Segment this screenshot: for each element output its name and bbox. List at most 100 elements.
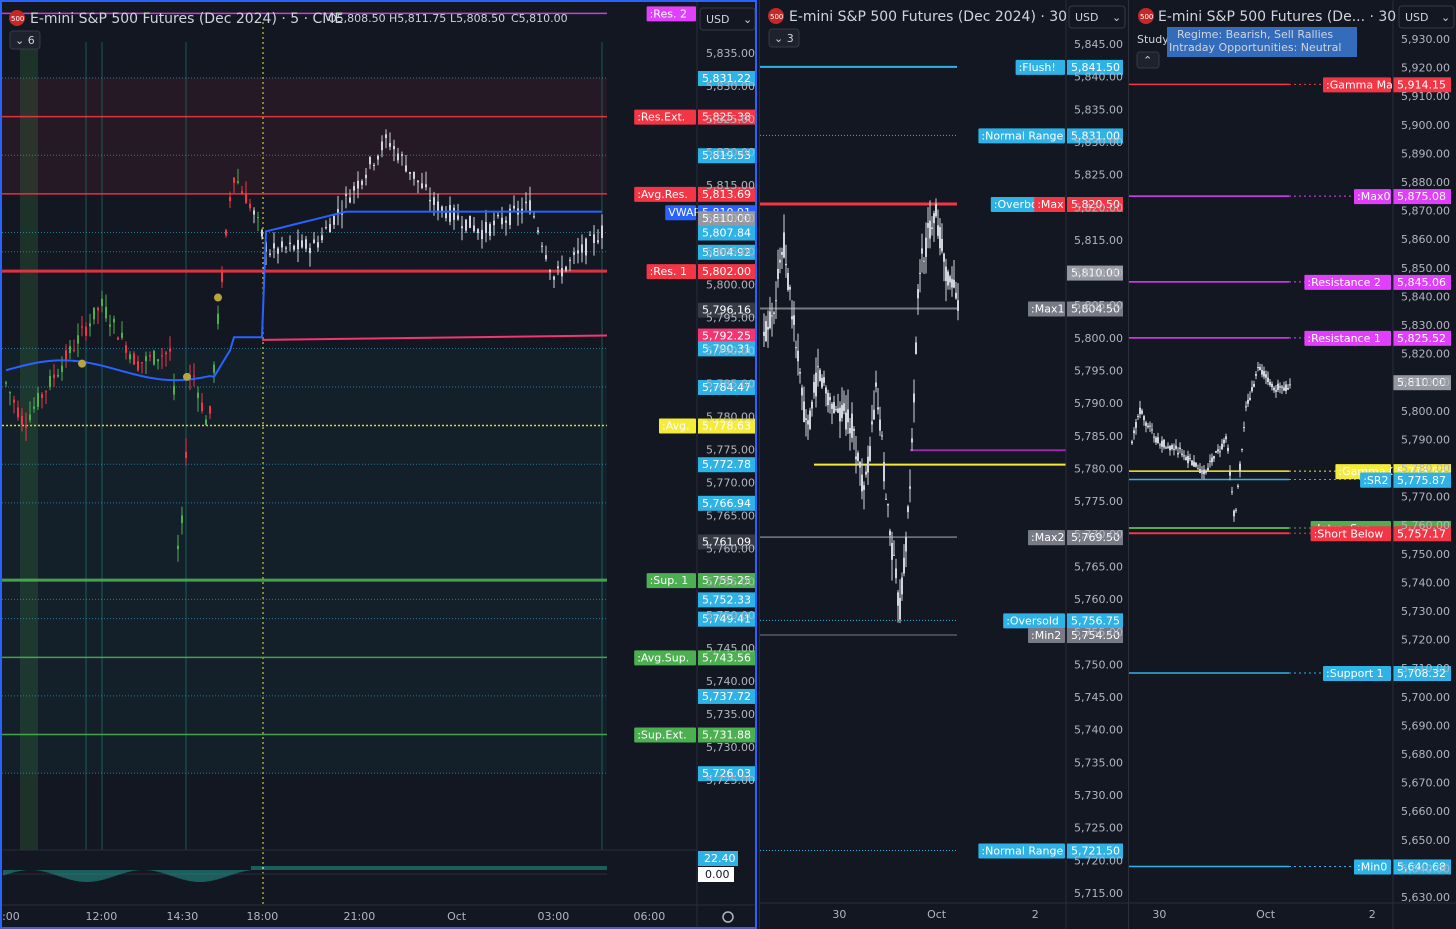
p1-chart_data.0-price-tag: 5,831.22: [702, 72, 751, 85]
p2-chart_data.1-level-label: :Oversold: [1006, 614, 1059, 627]
candle-body: [1177, 452, 1179, 455]
candle-body: [823, 377, 825, 383]
candle-body: [413, 171, 415, 179]
candle-body: [393, 146, 395, 150]
candle-body: [373, 164, 375, 166]
candle-body: [787, 272, 789, 290]
p2-chart_data.1-level-label: :Flush!: [1019, 61, 1056, 74]
candle-body: [1219, 451, 1221, 453]
study-label: Study: [1137, 33, 1169, 46]
candle-body: [775, 300, 777, 302]
chart-panel-30min-a[interactable]: :Flush! 5,841.50:Normal Range 5,831.00:Ove…: [759, 0, 1128, 929]
candle-body: [1217, 449, 1219, 452]
candle-body: [5, 382, 7, 384]
p2-chart_data.1-price-tag-bg: [1067, 197, 1123, 213]
chart-panel-30min-b[interactable]: :Gamma Max 5,914.15:Max0 5,875.08:Resistan…: [1128, 0, 1456, 929]
p2-chart_data.1-level-label: :Normal Range: [981, 845, 1063, 858]
candle-body: [1245, 406, 1247, 408]
candle-body: [1175, 445, 1177, 449]
candle-body: [859, 462, 861, 468]
chart-panel-5min[interactable]: :Res. 2 5,831.22:Res.Ext. 5,825.38 5,819.53…: [0, 0, 757, 929]
candle-body: [1233, 510, 1235, 517]
chart-canvas-30min-a[interactable]: :Flush! 5,841.50:Normal Range 5,831.00:Ove…: [760, 0, 1128, 929]
p1-chart_data.0-price-tag: 5,772.78: [702, 458, 751, 471]
p1-chart_data.0-level-label: :Avg.Res.: [637, 188, 688, 201]
osc-value-bg: [698, 851, 738, 866]
candle-body: [489, 223, 491, 236]
p3-chart_data.2-price-tag-bg: [1393, 189, 1451, 205]
p3-chart_data.2-price-tag-bg: [1393, 375, 1451, 391]
p2-chart_data.1-price-tag: 5,756.75: [1071, 614, 1120, 627]
candle-body: [765, 321, 767, 342]
candle-body: [813, 382, 815, 393]
candle-body: [109, 324, 111, 327]
p2-chart_data.1-price-tag: 5,831.00: [1071, 129, 1120, 142]
candle-body: [1165, 447, 1167, 449]
p2-chart_data.1-level-label-bg: [1028, 530, 1065, 546]
candle-body: [25, 425, 27, 428]
legend-toggle: ⌄ 3: [774, 32, 794, 45]
candle-body: [783, 232, 785, 258]
candle-body: [821, 377, 823, 388]
candle-body: [933, 213, 935, 224]
candle-body: [871, 421, 873, 425]
candle-body: [861, 474, 863, 492]
p1-chart_data.0-level-label-bg: [634, 727, 696, 743]
y-axis-tick: 5,740.00: [1401, 576, 1450, 589]
candle-body: [919, 272, 921, 274]
p2-chart_data.1-level-label: :Normal Range: [981, 129, 1063, 142]
candle-body: [529, 200, 531, 214]
candle-body: [835, 409, 837, 411]
candle-body: [49, 375, 51, 388]
p1-chart_data.0-level-label: :Avg.Sup.: [637, 651, 689, 664]
p3-chart_data.2-level-label-bg: [1354, 859, 1391, 875]
currency-select: USD: [1405, 11, 1429, 24]
p2-chart_data.1-level-label: :Max1: [1031, 302, 1064, 315]
candle-body: [853, 428, 855, 431]
y-axis-tick: 5,650.00: [1401, 834, 1450, 847]
candle-body: [809, 410, 811, 429]
osc-value: 22.40: [704, 852, 736, 865]
candle-body: [901, 577, 903, 595]
candle-body: [769, 311, 771, 329]
p2-chart_data.1-price-tag-bg: [1067, 301, 1123, 317]
p2-chart_data.1-level-label-bg: [1034, 197, 1065, 213]
y-axis-tick: 5,725.00: [706, 774, 755, 787]
chart-title: E-mini S&P 500 Futures (De... · 30: [1158, 9, 1396, 25]
candle-body: [433, 197, 435, 205]
candle-body: [935, 203, 937, 217]
candle-body: [113, 318, 115, 323]
candle-body: [885, 498, 887, 500]
chart-canvas-5min[interactable]: :Res. 2 5,831.22:Res.Ext. 5,825.38 5,819.53…: [2, 2, 757, 929]
candle-body: [1283, 387, 1285, 391]
p1-chart_data.0-price-tag: 5,790.31: [702, 342, 751, 355]
candle-body: [257, 217, 259, 219]
candle-body: [865, 471, 867, 475]
p1-chart_data.0-price-tag-bg: [698, 244, 755, 260]
y-axis-tick: 5,810.00: [1401, 376, 1450, 389]
candle-body: [1279, 386, 1281, 388]
currency-select-bg: [1068, 5, 1126, 29]
y-axis-tick: 5,660.00: [1401, 805, 1450, 818]
candle-body: [925, 237, 927, 257]
candle-body: [867, 456, 869, 473]
p3-chart_data.2-level-label-bg: [1323, 77, 1391, 93]
candle-body: [1239, 463, 1241, 471]
candle-body: [193, 375, 195, 377]
candle-body: [201, 402, 203, 412]
y-axis-tick: 5,920.00: [1401, 62, 1450, 75]
candle-body: [855, 456, 857, 460]
candle-body: [181, 515, 183, 524]
p3-chart_data.2-price-tag: 5,875.08: [1397, 190, 1446, 203]
candle-body: [939, 227, 941, 249]
candle-body: [793, 315, 795, 325]
candle-body: [129, 354, 131, 360]
p1-chart_data.0-price-tag: 5,819.53: [702, 149, 751, 162]
candle-body: [313, 239, 315, 243]
candle-body: [781, 252, 783, 255]
p1-chart_data.0-price-tag-bg: [698, 495, 755, 511]
p3-chart_data.2-price-tag: 5,708.32: [1397, 667, 1446, 680]
y-axis-tick: 5,810.00: [706, 212, 755, 225]
y-axis-tick: 5,820.00: [1401, 348, 1450, 361]
